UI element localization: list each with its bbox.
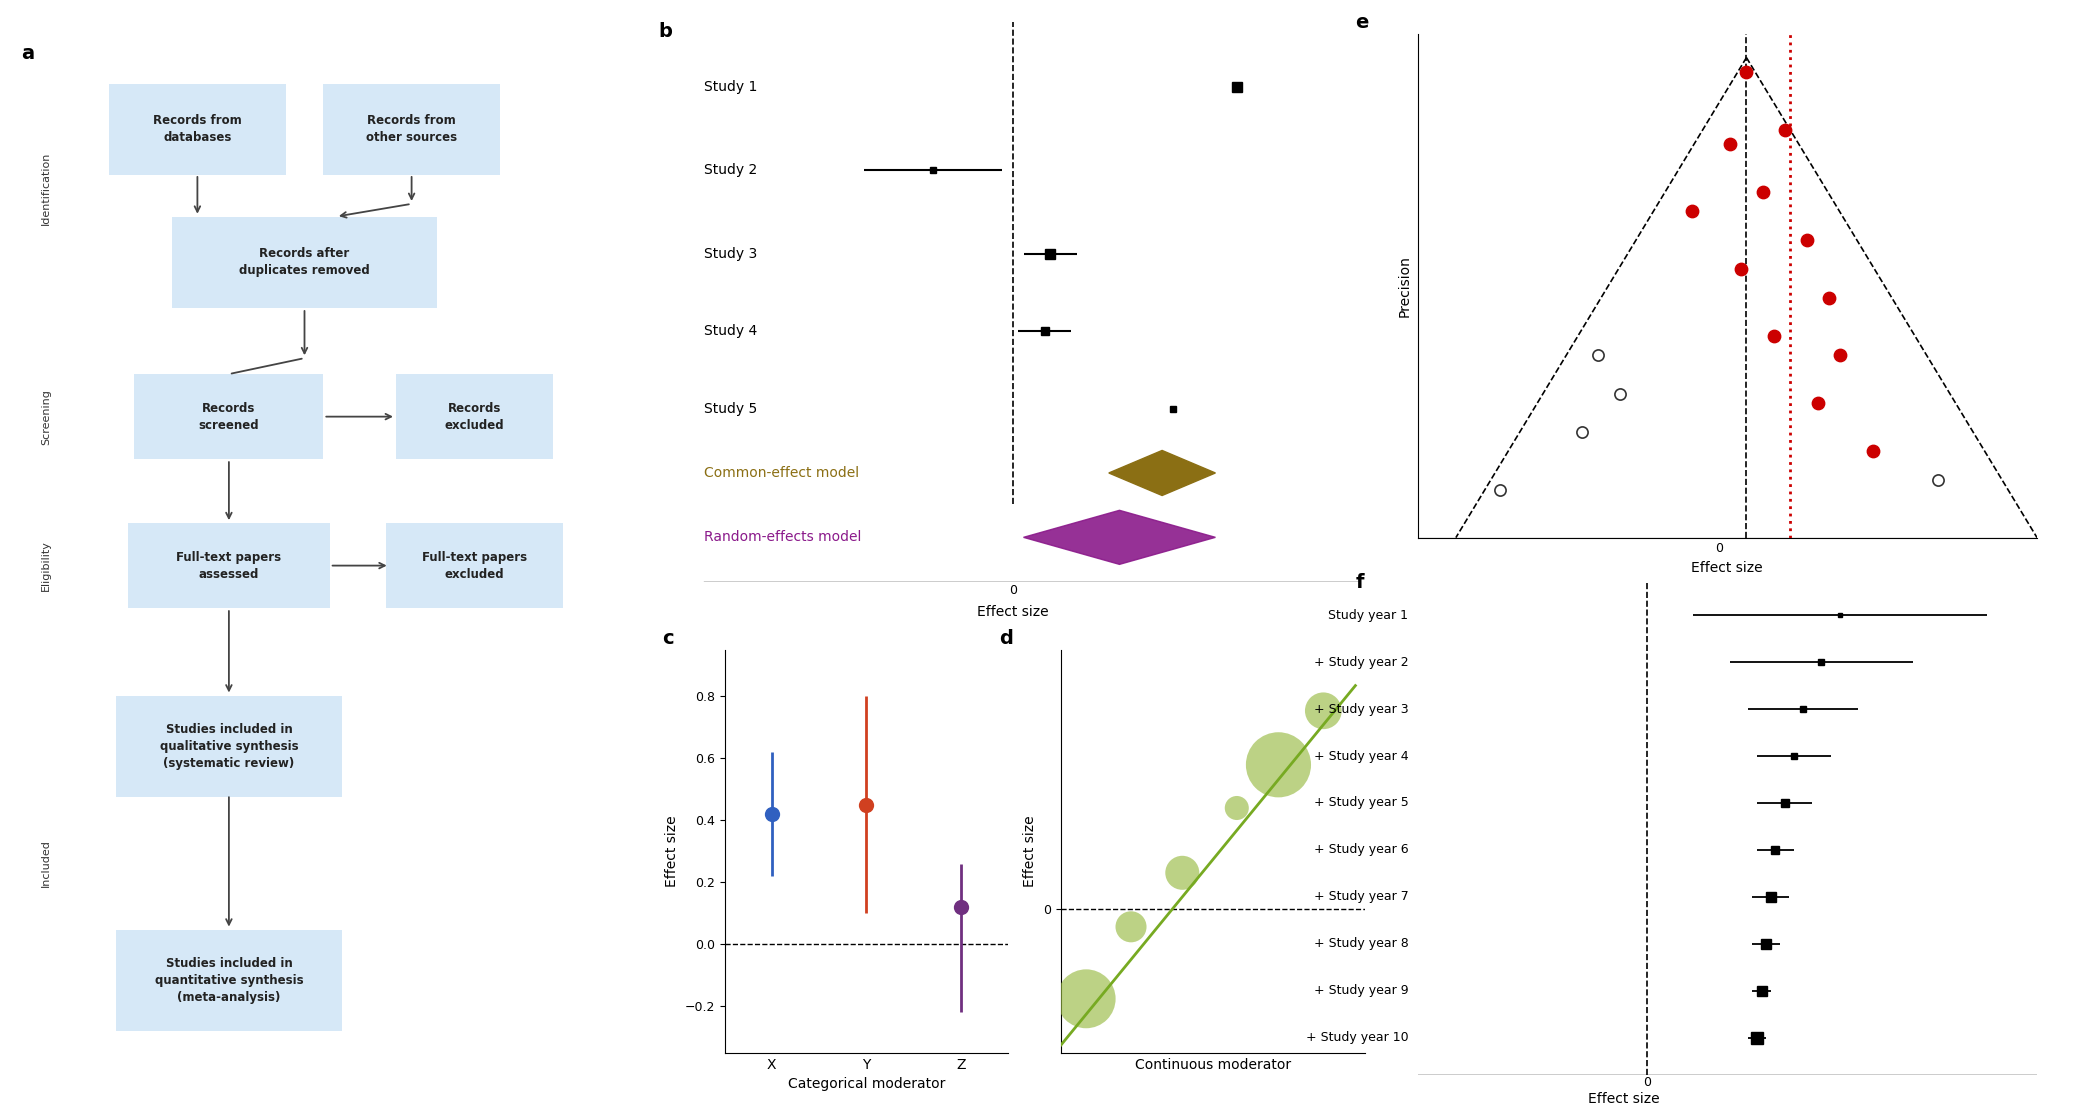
Text: + Study year 7: + Study year 7: [1315, 890, 1409, 904]
Bar: [128, 523, 330, 608]
Point: [1730, 63, 1764, 81]
Text: 0: 0: [1642, 1076, 1651, 1089]
Text: Records after
duplicates removed: Records after duplicates removed: [239, 248, 370, 278]
Text: Study 4: Study 4: [704, 325, 756, 338]
Point: [1166, 864, 1199, 881]
Text: b: b: [659, 22, 672, 41]
Text: Identification: Identification: [42, 151, 50, 225]
Text: Effect size: Effect size: [976, 605, 1048, 619]
Point: [1745, 183, 1779, 200]
Text: + Study year 6: + Study year 6: [1315, 843, 1409, 857]
Text: Study 1: Study 1: [704, 80, 756, 94]
Polygon shape: [1023, 511, 1216, 564]
Text: Included: Included: [42, 840, 50, 887]
Point: [1115, 918, 1149, 936]
Point: [1564, 423, 1598, 441]
Point: [1262, 756, 1296, 774]
Text: Studies included in
qualitative synthesis
(systematic review): Studies included in qualitative synthesi…: [160, 724, 298, 769]
Bar: [323, 84, 500, 175]
Bar: [116, 930, 342, 1032]
X-axis label: Continuous moderator: Continuous moderator: [1134, 1058, 1292, 1072]
Text: a: a: [21, 45, 34, 63]
Text: + Study year 8: + Study year 8: [1315, 937, 1409, 950]
Text: f: f: [1357, 572, 1365, 591]
Point: [1856, 442, 1890, 460]
Text: Study 3: Study 3: [704, 248, 756, 261]
Point: [1676, 203, 1709, 221]
X-axis label: Categorical moderator: Categorical moderator: [788, 1077, 945, 1091]
Text: Screening: Screening: [42, 389, 50, 445]
Bar: [395, 374, 552, 459]
Text: Full-text papers
assessed: Full-text papers assessed: [176, 551, 281, 580]
Text: Full-text papers
excluded: Full-text papers excluded: [422, 551, 527, 580]
Point: [1724, 260, 1758, 278]
Bar: [109, 84, 286, 175]
Point: [1812, 289, 1846, 307]
Text: d: d: [1000, 629, 1014, 648]
Text: + Study year 2: + Study year 2: [1315, 655, 1409, 669]
Y-axis label: Effect size: Effect size: [1023, 815, 1037, 887]
Point: [1220, 799, 1254, 816]
Point: [1483, 480, 1516, 498]
Y-axis label: Precision: Precision: [1399, 254, 1411, 317]
Text: + Study year 10: + Study year 10: [1306, 1032, 1409, 1044]
Text: Study year 1: Study year 1: [1329, 609, 1409, 622]
Text: Studies included in
quantitative synthesis
(meta-analysis): Studies included in quantitative synthes…: [155, 958, 302, 1004]
Bar: [172, 217, 437, 308]
Point: [1768, 121, 1802, 139]
Bar: [134, 374, 323, 459]
Text: Study 2: Study 2: [704, 164, 756, 177]
Text: + Study year 4: + Study year 4: [1315, 749, 1409, 763]
Text: + Study year 5: + Study year 5: [1315, 796, 1409, 810]
Point: [1823, 346, 1856, 364]
Text: Records from
databases: Records from databases: [153, 114, 242, 144]
Point: [1714, 136, 1747, 153]
Text: Records
screened: Records screened: [200, 402, 258, 431]
Point: [1604, 384, 1638, 402]
Point: [1581, 346, 1615, 364]
Text: 0: 0: [1008, 584, 1016, 597]
Point: [1922, 472, 1955, 489]
Text: Study 5: Study 5: [704, 402, 756, 416]
Text: Common-effect model: Common-effect model: [704, 466, 859, 480]
Point: [1069, 990, 1103, 1008]
Point: [1802, 394, 1835, 412]
Text: e: e: [1357, 13, 1369, 32]
Point: [1306, 702, 1340, 720]
Text: Effect size: Effect size: [1588, 1092, 1659, 1105]
Text: c: c: [662, 629, 674, 648]
Text: Eligibility: Eligibility: [42, 540, 50, 591]
Bar: [116, 696, 342, 797]
Text: + Study year 3: + Study year 3: [1315, 702, 1409, 716]
X-axis label: Effect size: Effect size: [1690, 561, 1764, 575]
Text: Records from
other sources: Records from other sources: [365, 114, 458, 144]
Point: [1789, 231, 1823, 249]
Text: + Study year 9: + Study year 9: [1315, 984, 1409, 997]
Y-axis label: Effect size: Effect size: [666, 815, 678, 887]
Polygon shape: [1109, 450, 1216, 495]
Bar: [386, 523, 563, 608]
Point: [1758, 327, 1791, 345]
Text: Records
excluded: Records excluded: [445, 402, 504, 431]
Text: Random-effects model: Random-effects model: [704, 531, 861, 544]
